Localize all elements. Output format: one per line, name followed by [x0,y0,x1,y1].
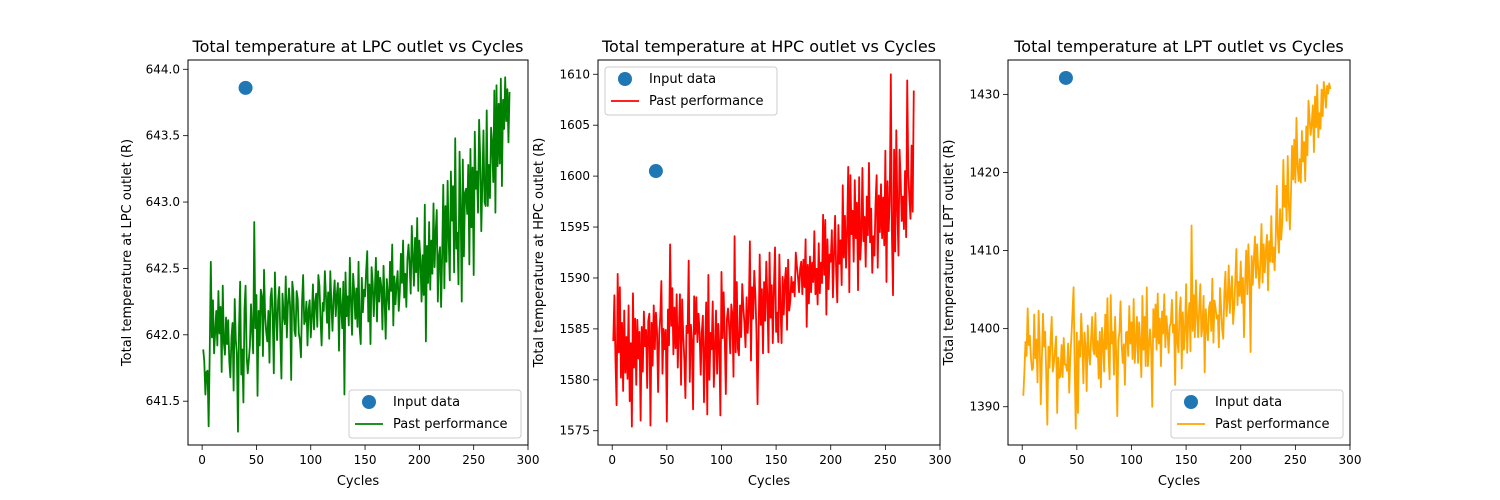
x-axis-label: Cycles [1158,474,1201,489]
input-data-point [1058,70,1073,85]
x-tick-label: 0 [198,453,206,467]
plot-frame [187,59,529,446]
chart-panel-3: Total temperature at LPT outlet vs Cycle… [942,37,1361,489]
x-tick-label: 300 [929,453,952,467]
y-tick-label: 641.5 [146,394,180,408]
y-tick-label: 1590 [559,271,590,285]
x-tick-label: 250 [874,453,897,467]
legend: Input data Past performance [348,389,522,439]
x-tick-label: 0 [608,453,616,467]
chart-panel-1: Total temperature at LPC outlet vs Cycle… [120,37,539,489]
legend: Input data Past performance [604,66,778,116]
y-tick-label: 1575 [559,424,590,438]
y-axis-label: Total temperature at LPC outlet (R) [120,139,135,367]
y-tick-label: 1580 [559,373,590,387]
y-tick-label: 643.5 [146,129,180,143]
chart-panel-2: Total temperature at HPC outlet vs Cycle… [532,37,951,489]
chart-title: Total temperature at LPT outlet vs Cycle… [1013,37,1344,56]
x-tick-label: 50 [1069,453,1084,467]
legend-label-past-performance: Past performance [1215,417,1329,432]
y-tick-label: 643.0 [146,195,180,209]
y-tick-label: 1430 [969,87,1000,101]
legend-box [604,66,778,116]
x-tick-label: 50 [249,453,264,467]
y-tick-label: 1610 [559,67,590,81]
y-axis-label: Total temperature at HPC outlet (R) [532,138,547,369]
y-tick-label: 1390 [969,400,1000,414]
chart-title: Total temperature at LPC outlet vs Cycle… [192,37,524,56]
y-tick-label: 642.0 [146,328,180,342]
y-tick-label: 642.5 [146,261,180,275]
legend-box [1170,389,1344,439]
legend-label-past-performance: Past performance [649,94,763,109]
x-tick-label: 0 [1018,453,1026,467]
y-tick-label: 1595 [559,220,590,234]
x-tick-label: 200 [1229,453,1252,467]
x-tick-label: 150 [765,453,788,467]
series-line-past-performance [612,73,915,428]
legend-marker-input-data [618,72,632,86]
y-tick-label: 1600 [559,169,590,183]
series-line-past-performance [202,76,511,433]
plot-frame [1007,59,1351,446]
x-axis-label: Cycles [748,474,791,489]
legend-label-input-data: Input data [649,72,716,87]
y-tick-label: 1400 [969,322,1000,336]
x-tick-label: 300 [517,453,540,467]
y-tick-label: 1420 [969,165,1000,179]
x-tick-label: 200 [819,453,842,467]
x-tick-label: 250 [462,453,485,467]
x-axis-label: Cycles [337,474,380,489]
legend-box [348,389,522,439]
series-line-past-performance [1022,80,1332,430]
y-tick-label: 1585 [559,322,590,336]
input-data-point [648,164,663,179]
x-tick-label: 100 [1120,453,1143,467]
legend-label-input-data: Input data [1215,395,1282,410]
y-axis-label: Total temperature at LPT outlet (R) [942,140,957,367]
x-tick-label: 250 [1284,453,1307,467]
y-tick-label: 644.0 [146,62,180,76]
x-tick-label: 50 [659,453,674,467]
x-tick-label: 150 [354,453,377,467]
x-tick-label: 150 [1175,453,1198,467]
legend-marker-input-data [362,395,376,409]
x-tick-label: 100 [299,453,322,467]
x-tick-label: 100 [710,453,733,467]
x-tick-label: 300 [1339,453,1362,467]
legend-label-past-performance: Past performance [393,417,507,432]
chart-title: Total temperature at HPC outlet vs Cycle… [601,37,936,56]
input-data-point [238,80,253,95]
x-tick-label: 200 [408,453,431,467]
legend-label-input-data: Input data [393,395,460,410]
legend-marker-input-data [1184,395,1198,409]
legend: Input data Past performance [1170,389,1344,439]
y-tick-label: 1605 [559,118,590,132]
plot-frame [597,59,941,446]
y-tick-label: 1410 [969,244,1000,258]
